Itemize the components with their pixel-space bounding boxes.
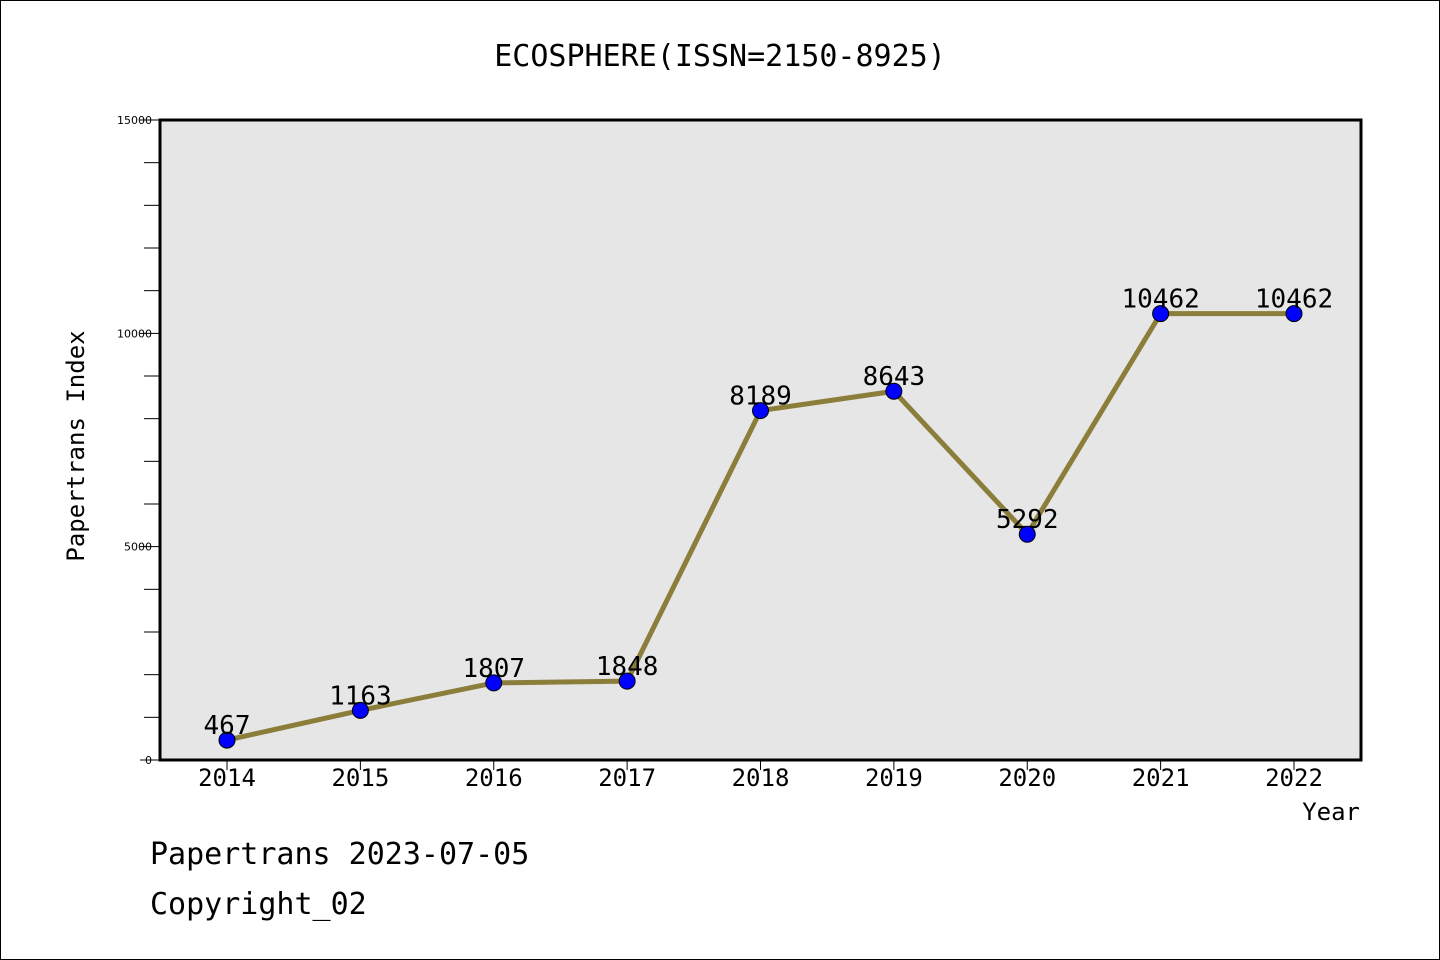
data-label: 10462 bbox=[1255, 285, 1333, 315]
chart-title: ECOSPHERE(ISSN=2150-8925) bbox=[494, 39, 946, 74]
x-tick-label: 2020 bbox=[998, 764, 1056, 792]
footer-copyright: Copyright_02 bbox=[150, 887, 367, 922]
y-tick-label: 0 bbox=[145, 754, 152, 767]
x-tick-label: 2021 bbox=[1132, 764, 1190, 792]
y-tick-label: 5000 bbox=[124, 541, 152, 554]
data-point bbox=[485, 674, 503, 692]
data-labels: 467 1163 1807 1848 8189 8643 5292 10462 10462 bbox=[204, 285, 1334, 741]
data-point bbox=[1152, 305, 1170, 323]
x-tick-label: 2014 bbox=[198, 764, 256, 792]
y-tick-label: 15000 bbox=[117, 114, 152, 127]
data-label: 1848 bbox=[596, 652, 659, 682]
x-tick-label: 2015 bbox=[331, 764, 389, 792]
x-tick-label: 2022 bbox=[1265, 764, 1323, 792]
data-point bbox=[1018, 525, 1036, 543]
data-label: 5292 bbox=[996, 505, 1059, 535]
y-tick-label: 10000 bbox=[117, 327, 152, 340]
x-axis-label: Year bbox=[1302, 798, 1360, 826]
data-label: 467 bbox=[204, 711, 251, 741]
data-point bbox=[351, 701, 369, 719]
x-axis: 2014 2015 2016 2017 2018 2019 2020 2021 2022 bbox=[198, 760, 1323, 792]
data-label: 10462 bbox=[1121, 285, 1199, 315]
data-label: 1163 bbox=[329, 681, 392, 711]
x-tick-label: 2016 bbox=[465, 764, 523, 792]
data-point bbox=[752, 402, 769, 420]
plot-area bbox=[158, 118, 1363, 762]
data-point bbox=[218, 731, 236, 749]
data-label: 1807 bbox=[462, 654, 525, 684]
data-point bbox=[618, 672, 636, 690]
y-axis-label: Papertrans Index bbox=[62, 330, 90, 561]
data-label: 8189 bbox=[729, 382, 792, 412]
footer-date: Papertrans 2023-07-05 bbox=[150, 837, 529, 872]
data-label: 8643 bbox=[863, 362, 926, 392]
data-point bbox=[885, 382, 903, 400]
x-tick-label: 2019 bbox=[865, 764, 923, 792]
data-point bbox=[1285, 305, 1303, 323]
y-axis: 0 5000 10000 15000 bbox=[117, 114, 160, 767]
x-tick-label: 2017 bbox=[598, 764, 656, 792]
series-line-group bbox=[218, 305, 1303, 749]
x-tick-label: 2018 bbox=[732, 764, 790, 792]
